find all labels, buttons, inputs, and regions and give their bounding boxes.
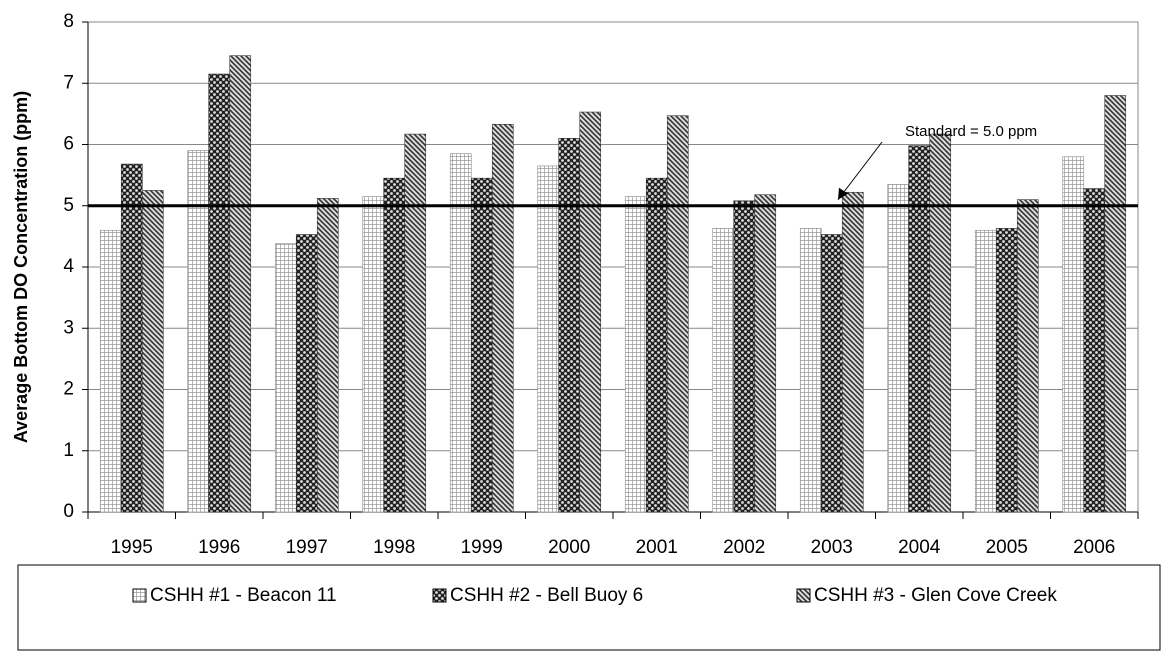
x-tick-label: 2006 [1073, 537, 1115, 558]
bar [141, 190, 164, 513]
bar [908, 145, 931, 513]
y-tick-label: 0 [63, 501, 74, 522]
bar [383, 177, 406, 513]
x-tick-label: 1996 [198, 537, 240, 558]
annotation: Standard = 5.0 ppm [905, 123, 1037, 140]
y-tick-label: 5 [63, 195, 74, 216]
bar [558, 138, 581, 513]
bar [974, 229, 997, 513]
x-tick-label: 2001 [636, 537, 678, 558]
y-tick-label: 4 [63, 256, 74, 277]
bar [624, 196, 647, 513]
bar [929, 133, 952, 513]
bar [295, 234, 318, 513]
bar [645, 177, 668, 513]
bar [887, 184, 910, 513]
x-tick-label: 1995 [111, 537, 153, 558]
y-tick-label: 8 [63, 11, 74, 32]
legend-swatch [796, 588, 811, 603]
x-tick-label: 2005 [986, 537, 1028, 558]
bar [1016, 199, 1039, 513]
bar [841, 191, 864, 513]
y-tick-label: 6 [63, 134, 74, 155]
bar [274, 243, 297, 513]
x-tick-label: 2004 [898, 537, 941, 558]
legend-label: CSHH #1 - Beacon 11 [150, 585, 337, 606]
bar [579, 111, 602, 513]
bar [491, 123, 514, 513]
bar [1062, 156, 1085, 513]
bar [449, 153, 472, 513]
bar [712, 228, 735, 513]
legend-swatch [132, 588, 147, 603]
y-tick-label: 3 [63, 317, 74, 338]
bar [820, 234, 843, 513]
legend-box [17, 564, 1161, 651]
annotation-arrow [837, 141, 883, 201]
y-tick-label: 2 [63, 379, 74, 400]
x-tick-label: 1997 [286, 537, 328, 558]
y-axis-title: Average Bottom DO Concentration (ppm) [11, 91, 31, 443]
bar [799, 228, 822, 513]
bar [208, 73, 231, 513]
bar [754, 194, 777, 513]
bar [1104, 95, 1127, 513]
bar [99, 229, 122, 513]
bar [995, 228, 1018, 513]
x-tick-label: 1998 [373, 537, 415, 558]
y-tick-label: 1 [63, 440, 74, 461]
x-tick-label: 2000 [548, 537, 590, 558]
legend-label: CSHH #3 - Glen Cove Creek [814, 585, 1057, 606]
bar [537, 165, 560, 513]
arrow-head [838, 187, 848, 200]
x-tick-label: 1999 [461, 537, 503, 558]
bar [362, 196, 385, 513]
legend-label: CSHH #2 - Bell Buoy 6 [450, 585, 643, 606]
bar [404, 133, 427, 513]
bar [316, 198, 339, 513]
y-tick-label: 7 [63, 72, 74, 93]
bar [120, 163, 143, 513]
x-tick-label: 2003 [811, 537, 853, 558]
bar [733, 200, 756, 513]
bar [666, 115, 689, 513]
bar [1083, 188, 1106, 513]
bar [229, 55, 252, 513]
bar [470, 177, 493, 513]
legend-swatch [432, 588, 447, 603]
x-tick-label: 2002 [723, 537, 765, 558]
